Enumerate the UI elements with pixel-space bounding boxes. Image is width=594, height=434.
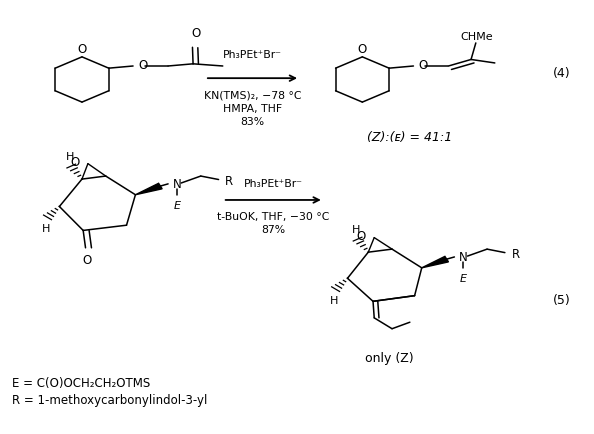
Text: KN(TMS)₂, −78 °C: KN(TMS)₂, −78 °C: [204, 90, 301, 100]
Text: t-BuOK, THF, −30 °C: t-BuOK, THF, −30 °C: [217, 212, 330, 222]
Text: H: H: [330, 295, 339, 305]
Text: O: O: [138, 59, 148, 72]
Text: (Z):(ᴇ) = 41:1: (Z):(ᴇ) = 41:1: [367, 130, 453, 143]
Text: 83%: 83%: [241, 116, 264, 126]
Text: E: E: [460, 273, 467, 283]
Text: E: E: [173, 200, 181, 210]
Text: R = 1-methoxycarbonylindol-3-yl: R = 1-methoxycarbonylindol-3-yl: [12, 393, 207, 406]
Text: E = C(O)OCH₂CH₂OTMS: E = C(O)OCH₂CH₂OTMS: [12, 376, 150, 389]
Text: O: O: [70, 156, 80, 169]
Text: H: H: [66, 151, 74, 161]
Text: O: O: [356, 230, 366, 243]
Text: HMPA, THF: HMPA, THF: [223, 103, 282, 113]
Text: R: R: [511, 247, 520, 260]
Text: O: O: [419, 59, 428, 72]
Polygon shape: [422, 257, 448, 268]
Text: O: O: [77, 43, 87, 56]
Text: N: N: [459, 250, 467, 263]
Text: only (Z): only (Z): [365, 352, 413, 365]
Polygon shape: [135, 184, 162, 195]
Text: H: H: [352, 224, 361, 234]
Text: O: O: [191, 27, 201, 40]
Text: O: O: [83, 253, 92, 266]
Text: N: N: [173, 177, 181, 190]
Text: O: O: [358, 43, 367, 56]
Text: (5): (5): [552, 293, 570, 306]
Text: Ph₃PEt⁺Br⁻: Ph₃PEt⁺Br⁻: [244, 179, 303, 189]
Text: CHMe: CHMe: [461, 32, 493, 42]
Text: Ph₃PEt⁺Br⁻: Ph₃PEt⁺Br⁻: [223, 50, 282, 60]
Text: 87%: 87%: [261, 225, 285, 235]
Text: R: R: [225, 174, 233, 187]
Text: H: H: [42, 224, 50, 233]
Text: (4): (4): [552, 67, 570, 80]
